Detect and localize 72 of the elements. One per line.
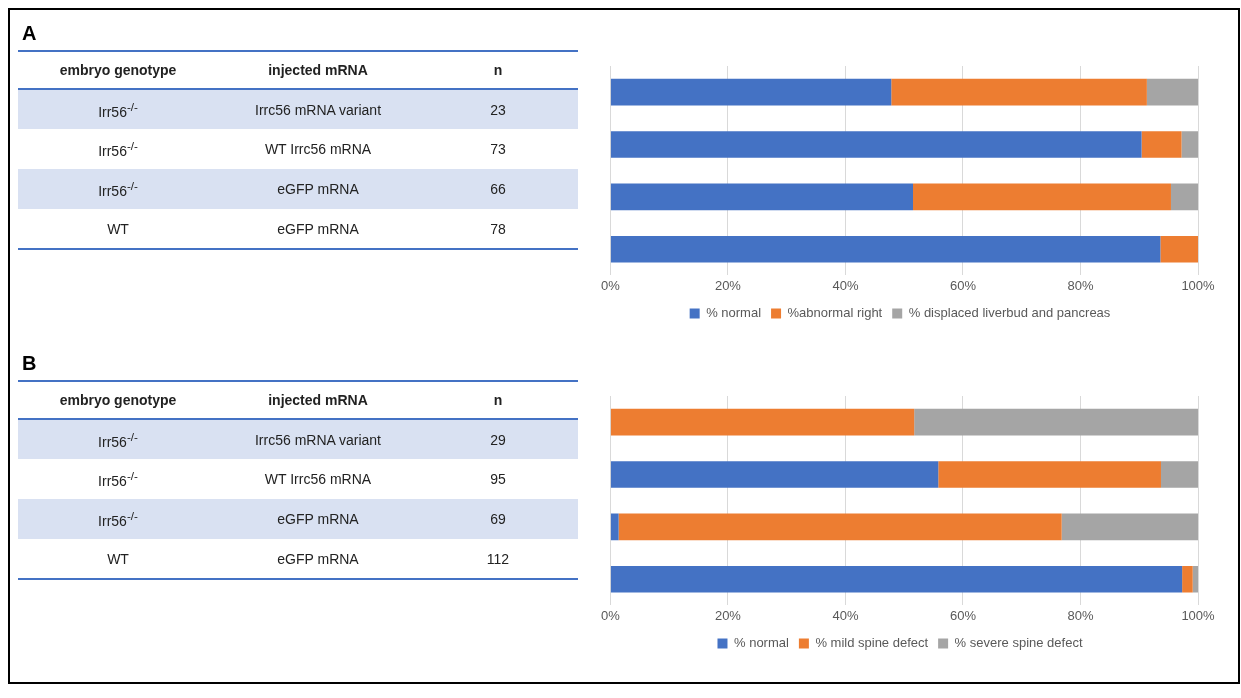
text: 78 bbox=[489, 219, 507, 239]
x-tick-label: 100% bbox=[1181, 607, 1216, 623]
text: 69 bbox=[489, 510, 507, 529]
text: 29 bbox=[489, 430, 507, 450]
x-tick-label: 20% bbox=[714, 607, 742, 623]
bar bbox=[1170, 183, 1198, 211]
x-tick-label: 0% bbox=[601, 607, 621, 623]
category-label: n bbox=[492, 61, 504, 80]
text: 73 bbox=[489, 140, 507, 159]
category-label: injected mRNA bbox=[267, 391, 369, 410]
category-label: n bbox=[492, 391, 504, 410]
text: 112 bbox=[485, 549, 511, 569]
text: WT bbox=[106, 549, 130, 569]
text: Irrc56 mRNA variant bbox=[253, 430, 382, 450]
text: B bbox=[21, 351, 38, 376]
text: Irr56$^{-/-}$ bbox=[97, 468, 139, 491]
x-tick-label: 80% bbox=[1067, 277, 1094, 293]
bar bbox=[610, 513, 619, 541]
bar bbox=[913, 183, 1171, 211]
legend-label: % normal bbox=[706, 305, 762, 321]
bar bbox=[610, 565, 1183, 593]
legend-label: %abnormal right bbox=[787, 305, 883, 321]
bar bbox=[1192, 565, 1198, 593]
text: Irr56$^{-/-}$ bbox=[97, 138, 139, 161]
category-label: embryo genotype bbox=[58, 61, 178, 80]
text: 23 bbox=[489, 100, 507, 120]
x-tick-label: 20% bbox=[714, 277, 742, 293]
bar bbox=[610, 235, 1161, 263]
legend-label: % severe spine defect bbox=[954, 635, 1083, 651]
text: Irr56$^{-/-}$ bbox=[97, 98, 139, 122]
x-tick-label: 60% bbox=[949, 277, 977, 293]
bar bbox=[914, 408, 1198, 436]
text: WT Irrc56 mRNA bbox=[263, 140, 373, 159]
text: eGFP mRNA bbox=[276, 180, 360, 199]
text: WT Irrc56 mRNA bbox=[263, 470, 373, 489]
x-tick-label: 40% bbox=[832, 607, 859, 623]
bar bbox=[1181, 131, 1198, 158]
bar bbox=[1146, 78, 1198, 106]
x-tick-label: 60% bbox=[949, 607, 977, 623]
bar bbox=[610, 408, 915, 436]
bar bbox=[1141, 131, 1182, 158]
bar bbox=[610, 78, 892, 106]
text: Irr56$^{-/-}$ bbox=[97, 428, 139, 452]
text: eGFP mRNA bbox=[276, 549, 360, 569]
text: Irr56$^{-/-}$ bbox=[97, 178, 139, 201]
bar bbox=[1061, 513, 1198, 541]
legend-label: % normal bbox=[733, 635, 789, 651]
text: 95 bbox=[489, 470, 507, 489]
category-label: embryo genotype bbox=[58, 391, 178, 410]
bar bbox=[891, 78, 1147, 106]
bar bbox=[938, 461, 1161, 488]
bar bbox=[610, 131, 1142, 158]
text: WT bbox=[106, 219, 130, 239]
legend-label: % displaced liverbud and pancreas bbox=[908, 305, 1111, 321]
bar bbox=[1160, 235, 1198, 263]
x-tick-label: 0% bbox=[601, 277, 621, 293]
legend-label: % mild spine defect bbox=[815, 635, 929, 651]
text: eGFP mRNA bbox=[276, 510, 360, 529]
x-tick-label: 100% bbox=[1181, 277, 1216, 293]
bar bbox=[618, 513, 1062, 541]
text: eGFP mRNA bbox=[276, 219, 360, 239]
bar bbox=[610, 183, 914, 211]
text: Irrc56 mRNA variant bbox=[254, 100, 383, 120]
bar bbox=[1182, 565, 1193, 593]
x-tick-label: 40% bbox=[832, 277, 859, 293]
text: 66 bbox=[489, 180, 507, 199]
x-tick-label: 80% bbox=[1067, 607, 1094, 623]
category-label: injected mRNA bbox=[267, 61, 369, 80]
bar bbox=[610, 461, 939, 488]
text: A bbox=[21, 21, 38, 46]
text: Irr56$^{-/-}$ bbox=[97, 508, 139, 531]
bar bbox=[1160, 461, 1198, 488]
